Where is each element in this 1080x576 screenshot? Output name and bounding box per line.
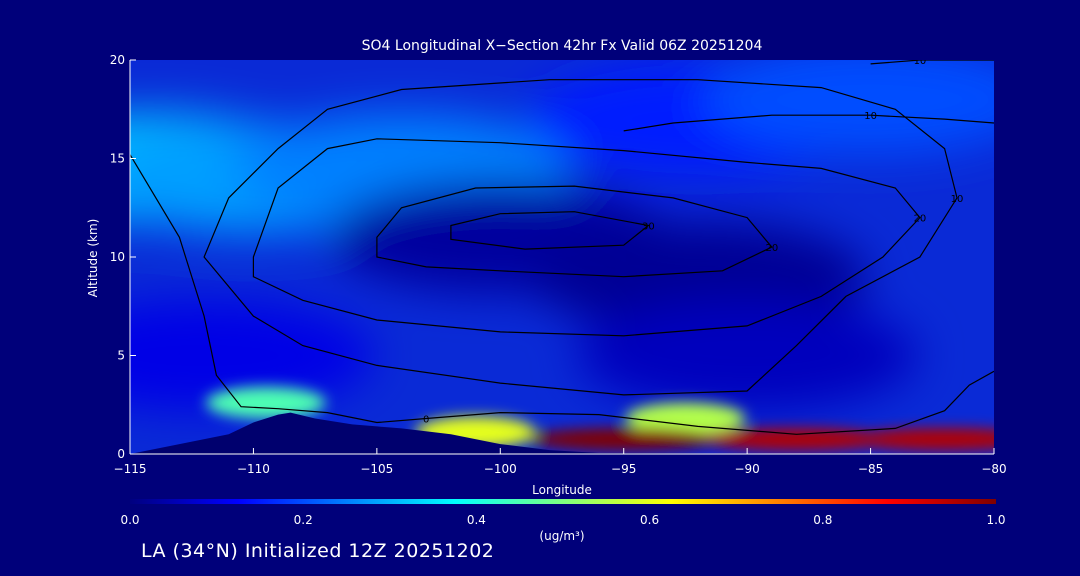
field-region-4 — [700, 60, 994, 155]
contour-line-2 — [252, 138, 921, 337]
colorbar-gradient — [130, 499, 996, 504]
colorbar-tick-label: 0.8 — [813, 513, 832, 527]
colorbar-units: (ug/m³) — [539, 529, 584, 543]
plume-3 — [528, 428, 719, 451]
footer-caption: LA (34°N) Initialized 12Z 20251202 — [141, 540, 495, 562]
x-axis-label: Longitude — [532, 483, 592, 497]
contour-line-4 — [130, 154, 994, 435]
plume-1 — [625, 402, 746, 435]
colorbar-tick-label: 0.2 — [294, 513, 313, 527]
x-tick-label: −105 — [360, 462, 393, 476]
contour-line-0 — [376, 185, 773, 278]
x-tick-label: −110 — [237, 462, 270, 476]
axes: −115 −110 −105 −100 −95 −90 −85 −80 0 5 10 15 20 — [110, 53, 1007, 476]
contour-label-4: 0 — [423, 415, 429, 426]
y-tick-label: 20 — [110, 53, 125, 67]
contour-line-1 — [450, 211, 650, 250]
y-axis-label: Altitude (km) — [86, 219, 100, 298]
contour-label-2: 20 — [914, 214, 927, 225]
chart-title: SO4 Longitudinal X−Section 42hr Fx Valid… — [362, 38, 763, 54]
contour-label-6: 10 — [914, 56, 927, 67]
plot-area: 20 30 20 10 0 10 10 — [130, 56, 994, 454]
plume-5 — [849, 428, 994, 451]
colorbar: 0.0 0.2 0.4 0.6 0.8 1.0 (ug/m³) — [120, 499, 1006, 543]
colorbar-ticks: 0.0 0.2 0.4 0.6 0.8 1.0 — [120, 513, 1005, 527]
colorbar-tick-label: 0.0 — [120, 513, 139, 527]
field-region-8 — [130, 300, 375, 411]
contour-line-5 — [623, 114, 994, 132]
contour-line-3 — [203, 79, 958, 396]
colorbar-tick-label: 0.6 — [640, 513, 659, 527]
x-tick-label: −90 — [734, 462, 759, 476]
colorbar-tick-label: 0.4 — [467, 513, 486, 527]
x-tick-label: −95 — [611, 462, 636, 476]
contour-label-3: 10 — [951, 194, 964, 205]
contour-line-6 — [870, 60, 994, 65]
colorbar-tick-label: 1.0 — [986, 513, 1005, 527]
contour-label-5: 10 — [864, 111, 877, 122]
plume-layer — [205, 386, 994, 451]
field-region-7 — [577, 300, 918, 411]
y-tick-label: 0 — [117, 447, 125, 461]
x-tick-label: −85 — [858, 462, 883, 476]
x-tick-label: −100 — [484, 462, 517, 476]
plume-0 — [205, 386, 326, 419]
contour-label-0: 20 — [765, 243, 778, 254]
y-tick-label: 10 — [110, 250, 125, 264]
x-tick-label: −115 — [114, 462, 147, 476]
plume-4 — [701, 428, 892, 451]
y-tick-label: 15 — [110, 152, 125, 166]
contour-label-1: 30 — [642, 221, 655, 232]
contour-lines: 20 30 20 10 0 10 10 — [130, 56, 994, 435]
terrain — [130, 412, 994, 454]
y-tick-label: 5 — [117, 349, 125, 363]
x-tick-label: −80 — [981, 462, 1006, 476]
